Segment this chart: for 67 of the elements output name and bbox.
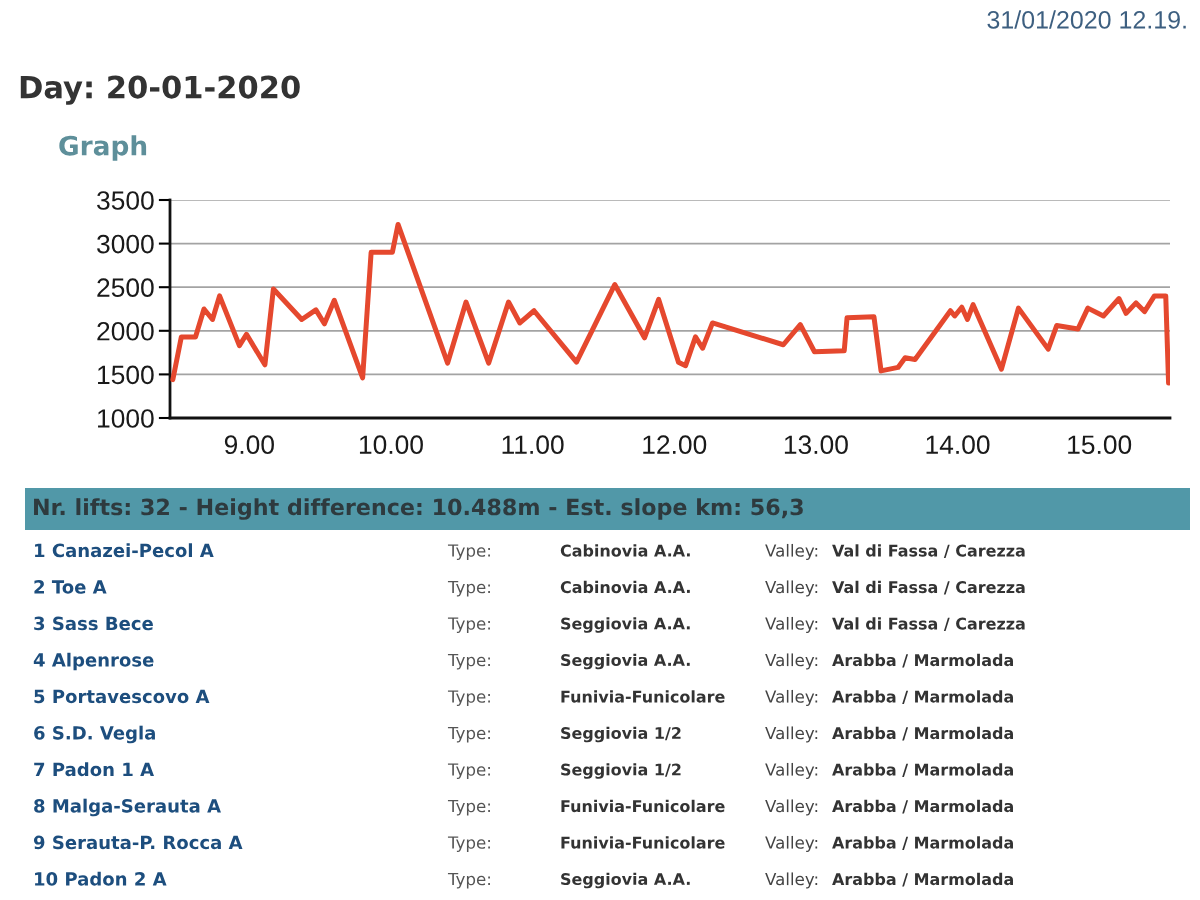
text: Type: xyxy=(447,690,490,707)
y-tick-label: 3000 xyxy=(97,234,154,254)
text: 5 Portavescovo A xyxy=(34,689,210,704)
text: 8 Malga-Serauta A xyxy=(34,798,221,817)
text: Valley: xyxy=(765,726,818,743)
x-tick-label: 10.00 xyxy=(359,435,423,455)
text: Type: xyxy=(447,726,490,743)
text: Seggiovia A.A. xyxy=(561,872,690,889)
y-tick-label: 1000 xyxy=(98,409,154,428)
text: 10 Padon 2 A xyxy=(35,871,167,886)
y-tick-label: 2000 xyxy=(97,321,154,341)
text: 3 Sass Bece xyxy=(34,616,153,631)
text: Val di Fassa / Carezza xyxy=(832,544,1025,558)
text: 9 Serauta-P. Rocca A xyxy=(33,835,243,850)
text: Valley: xyxy=(765,580,818,597)
text: Val di Fassa / Carezza xyxy=(832,617,1025,631)
text: Seggiovia A.A. xyxy=(561,617,690,633)
x-tick-label: 14.00 xyxy=(926,435,990,455)
text: Type: xyxy=(447,544,490,561)
text: Valley: xyxy=(765,762,818,780)
x-tick-label: 11.00 xyxy=(502,435,564,455)
text: Valley: xyxy=(765,543,818,561)
text: Funivia-Funicolare xyxy=(561,690,725,703)
text: Valley: xyxy=(765,689,818,707)
text: Valley: xyxy=(765,872,818,889)
text: Type: xyxy=(447,872,490,889)
text: Arabba / Marmolada xyxy=(832,763,1013,777)
chart-subtitle: Graph xyxy=(59,135,147,161)
y-tick-label: 1500 xyxy=(98,365,154,385)
text: Funivia-Funicolare xyxy=(561,799,725,813)
text: 31/01/2020 12.19. xyxy=(987,10,1186,29)
text: 4 Alpenrose xyxy=(33,652,154,671)
x-tick-label: 15.00 xyxy=(1068,435,1132,455)
text: Arabba / Marmolada xyxy=(832,653,1013,668)
text: 6 S.D. Vegla xyxy=(34,725,155,744)
text: Type: xyxy=(447,653,490,670)
text: 7 Padon 1 A xyxy=(34,762,154,777)
text: Valley: xyxy=(765,835,818,853)
y-tick-label: 3500 xyxy=(97,191,154,210)
text: Valley: xyxy=(765,653,818,670)
text: Funivia-Funicolare xyxy=(561,836,725,849)
x-tick-label: 9.00 xyxy=(224,435,274,455)
text: Type: xyxy=(447,580,490,597)
text: Cabinovia A.A. xyxy=(560,580,690,594)
y-tick-label: 2500 xyxy=(97,278,154,298)
text: Arabba / Marmolada xyxy=(832,726,1013,741)
text: Type: xyxy=(447,836,490,853)
text: Seggiovia A.A. xyxy=(561,653,690,670)
text: Type: xyxy=(447,799,490,816)
text: 2 Toe A xyxy=(34,580,107,594)
text: Cabinovia A.A. xyxy=(560,544,690,557)
chart-title: Day: 20-01-2020 xyxy=(20,75,300,105)
text: Valley: xyxy=(765,799,818,816)
text: Seggiovia 1/2 xyxy=(561,726,681,743)
text: Arabba / Marmolada xyxy=(832,836,1013,850)
text: Type: xyxy=(447,617,490,634)
text: Arabba / Marmolada xyxy=(832,799,1013,814)
x-tick-label: 13.00 xyxy=(784,435,848,455)
x-tick-label: 12.00 xyxy=(643,435,707,455)
text: Val di Fassa / Carezza xyxy=(832,580,1025,595)
text: Arabba / Marmolada xyxy=(832,872,1013,887)
text: 1 Canazei-Pecol A xyxy=(35,543,214,558)
text: Valley: xyxy=(765,616,818,634)
text: Seggiovia 1/2 xyxy=(561,763,681,779)
text: Type: xyxy=(447,763,490,780)
text: Nr. lifts: 32 - Height difference: 10.488m - Est. slope km: 56,3 xyxy=(34,498,803,520)
text: Arabba / Marmolada xyxy=(832,690,1013,704)
